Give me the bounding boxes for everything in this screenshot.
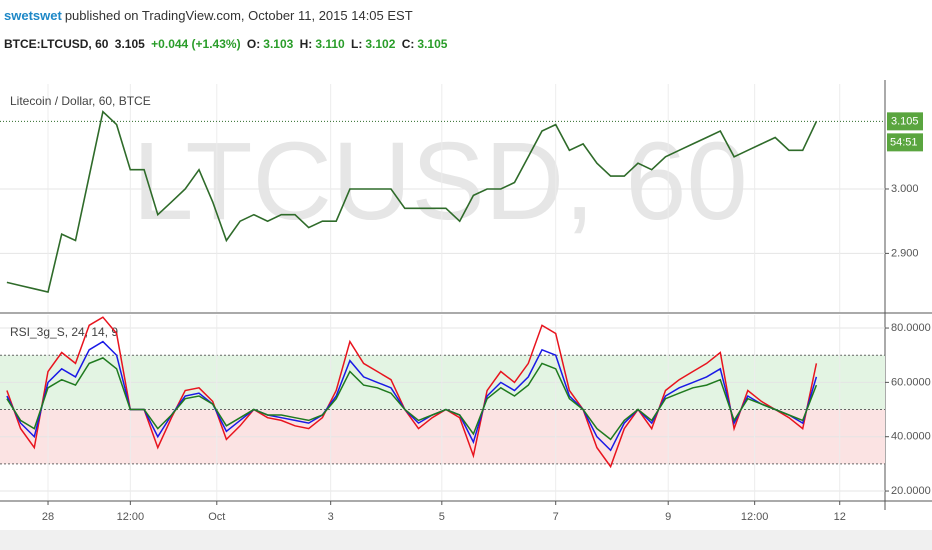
- countdown-badge: [887, 133, 923, 152]
- x-tick-label: 12: [834, 511, 846, 523]
- author-link[interactable]: swetswet: [4, 8, 62, 23]
- countdown-label: 54:51: [890, 136, 918, 148]
- price-badge: [887, 112, 923, 131]
- x-tick-label: Oct: [208, 511, 225, 523]
- close-label: C:: [401, 37, 415, 51]
- high: 3.110: [315, 37, 345, 51]
- x-tick-label: 12:00: [117, 511, 145, 523]
- y-tick-label: 40.0000: [891, 431, 931, 443]
- x-tick-label: 3: [328, 511, 334, 523]
- y-tick-label: 60.0000: [891, 376, 931, 388]
- header: swetswet published on TradingView.com, Oc…: [0, 0, 932, 80]
- x-tick-label: 7: [553, 511, 559, 523]
- low: 3.102: [365, 37, 396, 51]
- y-tick-label: 80.0000: [891, 322, 931, 334]
- series-line: [6, 357, 818, 441]
- watermark: LTCUSD, 60: [132, 120, 747, 243]
- x-tick-label: 28: [42, 511, 54, 523]
- open: 3.103: [263, 37, 294, 51]
- y-tick-label: 3.000: [891, 183, 919, 195]
- publish-info: published on TradingView.com, October 11…: [64, 8, 413, 23]
- footer-strip: [0, 530, 932, 550]
- x-tick-label: 9: [665, 511, 671, 523]
- pane-title: Litecoin / Dollar, 60, BTCE: [10, 94, 151, 108]
- pane-title: RSI_3g_S, 24, 14, 9: [10, 325, 118, 339]
- quote-line: BTCE:LTCUSD, 60 3.105 +0.044 (+1.43%) O:…: [4, 37, 450, 51]
- price-badge-label: 3.105: [891, 115, 919, 127]
- series-line: [6, 110, 818, 293]
- high-label: H:: [299, 37, 313, 51]
- y-tick-label: 2.900: [891, 247, 919, 259]
- background: [0, 80, 932, 550]
- y-tick-label: 20.0000: [891, 485, 931, 497]
- last: 3.105: [114, 37, 145, 51]
- low-label: L:: [351, 37, 363, 51]
- symbol[interactable]: BTCE:LTCUSD, 60: [4, 37, 109, 51]
- x-tick-label: 12:00: [741, 511, 769, 523]
- x-tick-label: 5: [439, 511, 445, 523]
- open-label: O:: [246, 37, 261, 51]
- close: 3.105: [417, 37, 448, 51]
- change: +0.044 (+1.43%): [151, 37, 241, 51]
- chart: LTCUSD, 60 2.900 3.000 Litecoin / Dollar, 6…: [0, 80, 932, 550]
- publish-line: swetswet published on TradingView.com, Oc…: [4, 8, 416, 23]
